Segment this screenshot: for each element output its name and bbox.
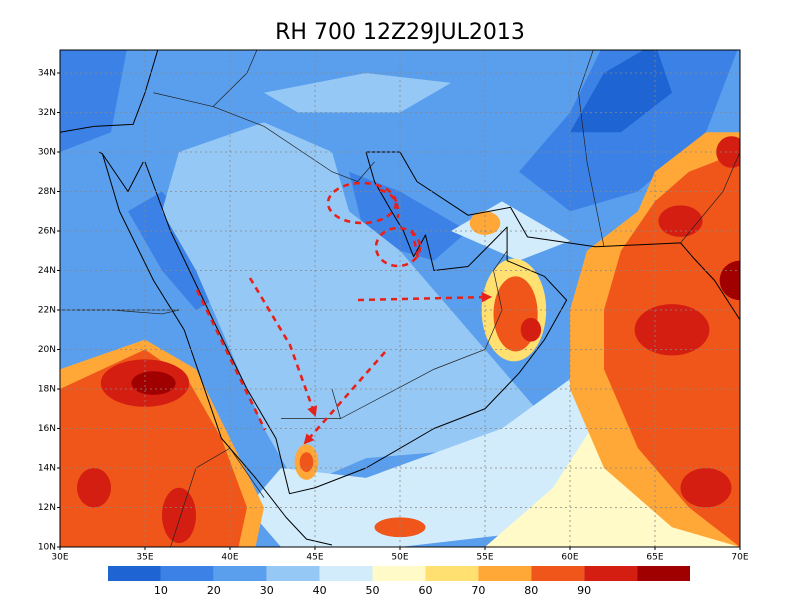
colorbar-swatch — [108, 566, 161, 581]
lat-label: 34N — [38, 69, 56, 79]
lon-label: 35E — [136, 553, 153, 563]
map-frame — [59, 49, 741, 548]
lat-label: 30N — [38, 148, 56, 158]
colorbar-label: 70 — [471, 584, 485, 597]
colorbar-label: 90 — [577, 584, 591, 597]
lon-label: 55E — [476, 553, 493, 563]
circle-mark — [326, 181, 398, 225]
colorbar-swatch — [213, 566, 267, 581]
lat-label: 20N — [38, 345, 56, 355]
lon-label: 70E — [731, 553, 748, 563]
colorbar-swatch — [425, 566, 479, 581]
colorbar-label: 60 — [418, 584, 432, 597]
colorbar-label: 50 — [366, 584, 380, 597]
arrow — [195, 289, 267, 431]
arrow — [248, 277, 318, 417]
colorbar-swatch — [584, 566, 638, 581]
map-field — [60, 50, 740, 547]
lon-label: 65E — [646, 553, 663, 563]
colorbar: 10 20 30 40 50 60 70 80 90 — [108, 566, 690, 597]
colorbar-swatch — [319, 566, 373, 581]
graticule: 34N32N30N28N26N24N22N20N18N16N14N12N10N3… — [38, 50, 749, 563]
lat-label: 10N — [38, 543, 56, 553]
lat-label: 18N — [38, 385, 56, 395]
colorbar-swatch — [637, 566, 690, 581]
arrow — [357, 291, 493, 303]
colorbar-label: 20 — [207, 584, 221, 597]
lon-label: 30E — [51, 553, 68, 563]
lon-label: 50E — [391, 553, 408, 563]
lat-label: 16N — [38, 424, 56, 434]
lat-label: 32N — [38, 108, 56, 118]
map-title: RH 700 12Z29JUL2013 — [275, 20, 525, 45]
lon-label: 45E — [306, 553, 323, 563]
colorbar-swatch — [478, 566, 532, 581]
arrow — [303, 351, 386, 445]
colorbar-label: 80 — [524, 584, 538, 597]
circle-mark — [374, 226, 422, 268]
lon-label: 60E — [561, 553, 578, 563]
lat-label: 22N — [38, 306, 56, 316]
lat-label: 24N — [38, 266, 56, 276]
circle-mark — [379, 188, 400, 219]
colorbar-swatch — [160, 566, 214, 581]
lat-label: 12N — [38, 503, 56, 513]
colorbar-swatch — [266, 566, 320, 581]
colorbar-label: 40 — [313, 584, 327, 597]
lon-label: 40E — [221, 553, 238, 563]
annotations — [195, 181, 493, 445]
circle-mark — [410, 229, 420, 259]
colorbar-label: 30 — [260, 584, 274, 597]
colorbar-swatch — [372, 566, 426, 581]
lat-label: 14N — [38, 464, 56, 474]
colorbar-swatch — [531, 566, 585, 581]
colorbar-label: 10 — [154, 584, 168, 597]
lat-label: 28N — [38, 187, 56, 197]
lat-label: 26N — [38, 227, 56, 237]
